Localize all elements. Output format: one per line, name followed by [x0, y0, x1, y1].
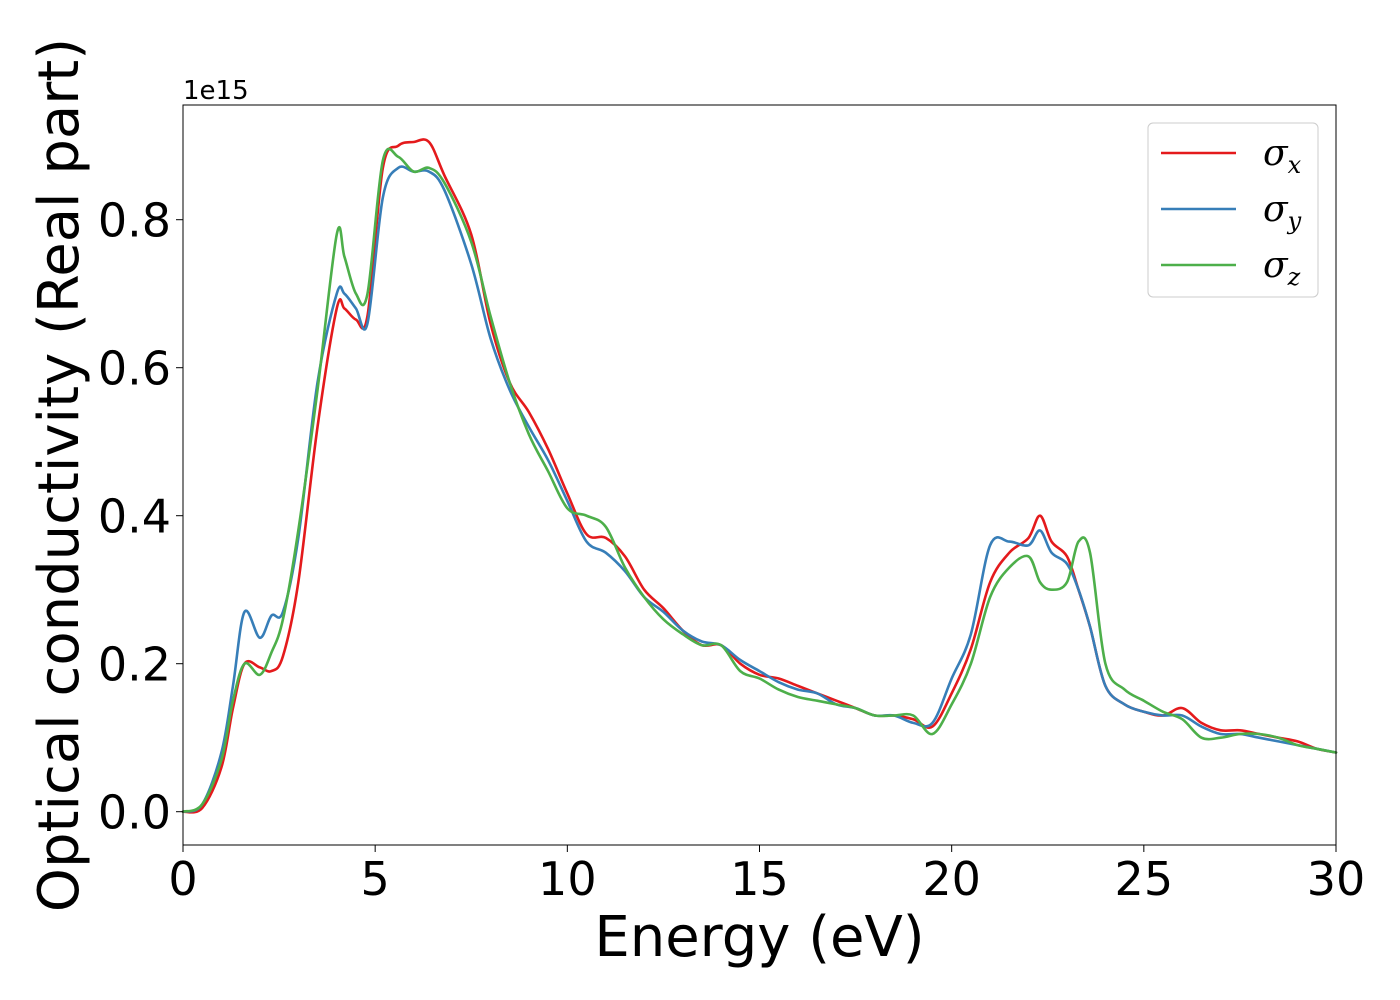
x-axis-label: Energy (eV): [594, 905, 924, 970]
x-tick-label: 0: [168, 852, 197, 906]
series-line-sigma-y: [181, 165, 1338, 813]
y-tick-label: 0.0: [98, 786, 171, 840]
y-tick-label: 0.4: [98, 490, 171, 544]
x-tick-label: 25: [1115, 852, 1174, 906]
series-layer: [181, 138, 1338, 814]
legend-label-sigma-z: σz: [1263, 245, 1301, 291]
x-tick-label: 15: [730, 852, 789, 906]
y-tick-label: 0.6: [98, 342, 171, 396]
x-tick-label: 10: [538, 852, 597, 906]
legend-label-sigma-y: σy: [1263, 189, 1302, 235]
y-axis-ticks: 0.0 0.2 0.4 0.6 0.8: [98, 194, 183, 840]
x-axis-ticks: 0 5 10 15 20 25 30: [168, 845, 1365, 906]
y-axis-offset-text: 1e15: [183, 76, 249, 106]
series-line-sigma-z: [181, 147, 1338, 813]
legend: σx σy σz: [1147, 122, 1319, 298]
legend-label-sigma-x: σx: [1263, 133, 1302, 179]
x-tick-label: 20: [922, 852, 981, 906]
x-tick-label: 5: [361, 852, 390, 906]
y-tick-label: 0.8: [98, 194, 171, 248]
x-tick-label: 30: [1307, 852, 1366, 906]
y-tick-label: 0.2: [98, 638, 171, 692]
y-axis-label: Optical conductivity (Real part): [27, 38, 92, 912]
